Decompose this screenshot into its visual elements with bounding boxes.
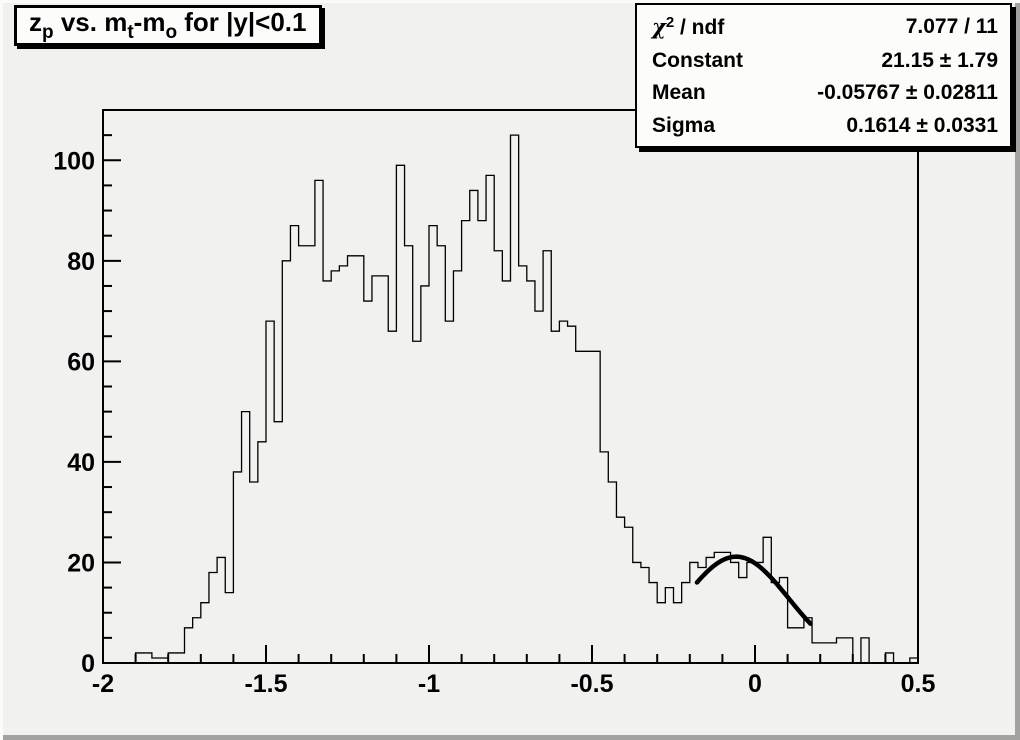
x-tick-label: -0.5 bbox=[570, 670, 613, 698]
title-segment: vs. m bbox=[53, 7, 128, 37]
x-tick-label: 0 bbox=[748, 670, 762, 698]
fit-stats-box: χ2 / ndf 7.077 / 11 Constant 21.15 ± 1.79 Me… bbox=[635, 3, 1012, 148]
stat-value: 21.15 ± 1.79 bbox=[881, 48, 998, 72]
histogram-line bbox=[103, 134, 919, 664]
stat-label-segment: / ndf bbox=[674, 15, 725, 39]
fit-curve bbox=[694, 554, 813, 626]
stat-row: Constant 21.15 ± 1.79 bbox=[637, 50, 1010, 71]
title-box: zp vs. mt-mo for |y|<0.1 bbox=[14, 5, 322, 46]
stat-label-segment: Constant bbox=[652, 48, 743, 72]
stat-value: -0.05767 ± 0.02811 bbox=[817, 81, 998, 105]
stat-label: Sigma bbox=[652, 115, 715, 136]
stat-label: Constant bbox=[652, 50, 743, 71]
title-segment: o bbox=[165, 22, 178, 43]
y-tick-label: 60 bbox=[67, 348, 95, 376]
title-segment: t bbox=[127, 22, 134, 43]
stat-row: χ2 / ndf 7.077 / 11 bbox=[637, 15, 1010, 38]
stat-value: 0.1614 ± 0.0331 bbox=[846, 114, 998, 138]
x-tick-label: -1.5 bbox=[244, 670, 287, 698]
x-tick-label: -2 bbox=[92, 670, 114, 698]
x-tick-label: 0.5 bbox=[901, 670, 936, 698]
title-segment: p bbox=[42, 22, 54, 43]
stat-value: 7.077 / 11 bbox=[905, 14, 998, 38]
y-tick-label: 80 bbox=[67, 248, 95, 276]
plot-title: zp vs. mt-mo for |y|<0.1 bbox=[29, 9, 307, 42]
stat-label-segment: Mean bbox=[652, 81, 706, 105]
title-segment: for |y|<0.1 bbox=[177, 7, 307, 37]
title-segment: -m bbox=[133, 7, 166, 37]
stat-label-segment: 2 bbox=[665, 13, 675, 31]
x-tick-label: -1 bbox=[418, 670, 440, 698]
stat-label-segment: Sigma bbox=[652, 114, 716, 138]
stat-label-segment: χ bbox=[652, 13, 666, 39]
y-tick-label: 20 bbox=[67, 549, 95, 577]
y-tick-label: 40 bbox=[67, 449, 95, 477]
stat-row: Mean -0.05767 ± 0.02811 bbox=[637, 82, 1010, 103]
title-segment: z bbox=[29, 7, 42, 37]
y-tick-label: 100 bbox=[53, 147, 95, 175]
stat-label: χ2 / ndf bbox=[652, 15, 724, 38]
stat-row: Sigma 0.1614 ± 0.0331 bbox=[637, 115, 1010, 136]
y-tick-label: 0 bbox=[81, 650, 95, 678]
stat-label: Mean bbox=[652, 82, 706, 103]
